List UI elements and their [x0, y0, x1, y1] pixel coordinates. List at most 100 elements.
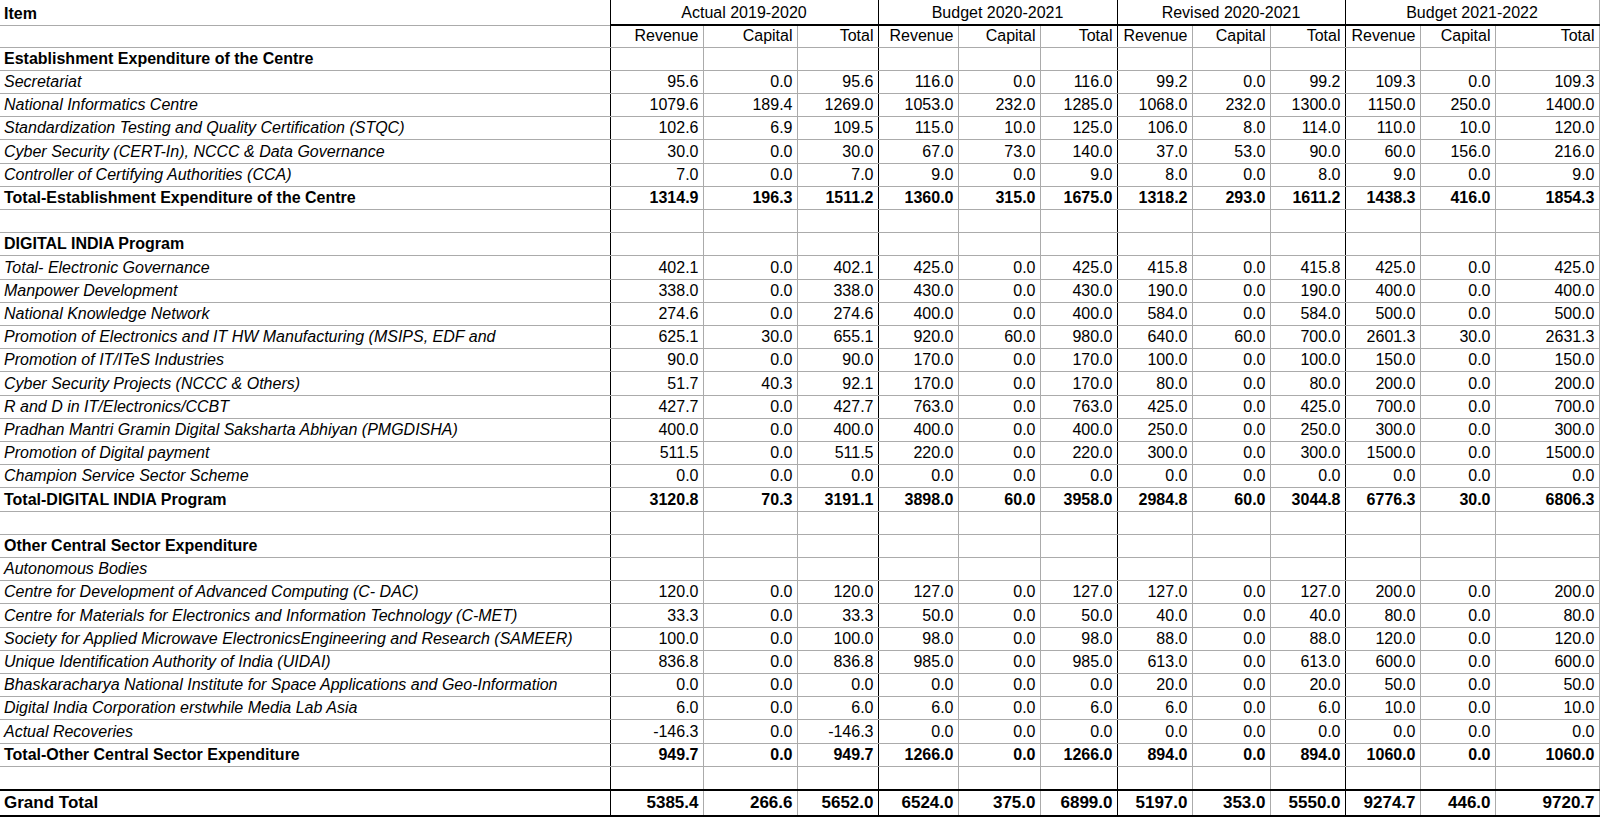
value-cell: 127.0	[1040, 581, 1117, 604]
value-cell: 0.0	[797, 673, 878, 696]
item-label: Controller of Certifying Authorities (CC…	[0, 163, 610, 186]
value-cell: 120.0	[1495, 117, 1599, 140]
item-label: Standardization Testing and Quality Cert…	[0, 117, 610, 140]
value-cell: 425.0	[1270, 395, 1345, 418]
value-cell: 6.0	[797, 697, 878, 720]
value-cell: 98.0	[1040, 627, 1117, 650]
table-row: Bhaskaracharya National Institute for Sp…	[0, 673, 1599, 696]
item-label: Other Central Sector Expenditure	[0, 534, 610, 557]
value-cell	[958, 47, 1040, 70]
value-cell	[878, 534, 958, 557]
value-cell: 0.0	[958, 302, 1040, 325]
value-cell: 0.0	[1192, 70, 1270, 93]
value-cell: 613.0	[1117, 650, 1192, 673]
value-cell: 106.0	[1117, 117, 1192, 140]
value-cell	[1270, 47, 1345, 70]
item-label: Champion Service Sector Scheme	[0, 465, 610, 488]
item-label: Establishment Expenditure of the Centre	[0, 47, 610, 70]
value-cell: 30.0	[797, 140, 878, 163]
table-row: Champion Service Sector Scheme0.00.00.00…	[0, 465, 1599, 488]
item-label	[0, 511, 610, 534]
value-cell: 0.0	[958, 441, 1040, 464]
value-cell: 584.0	[1270, 302, 1345, 325]
table-row: Controller of Certifying Authorities (CC…	[0, 163, 1599, 186]
value-cell: 0.0	[958, 163, 1040, 186]
value-cell: 425.0	[878, 256, 958, 279]
value-cell: 0.0	[1192, 627, 1270, 650]
value-cell: 200.0	[1495, 372, 1599, 395]
item-label: Promotion of IT/ITeS Industries	[0, 349, 610, 372]
value-cell	[1495, 511, 1599, 534]
value-cell	[610, 766, 703, 789]
value-cell: 0.0	[1420, 673, 1495, 696]
value-cell: 99.2	[1270, 70, 1345, 93]
value-cell: 3120.8	[610, 488, 703, 511]
value-cell: 170.0	[1040, 349, 1117, 372]
value-cell: 60.0	[958, 325, 1040, 348]
value-cell: 95.6	[610, 70, 703, 93]
value-cell: 140.0	[1040, 140, 1117, 163]
value-cell: 1150.0	[1345, 93, 1420, 116]
value-cell: 1438.3	[1345, 186, 1420, 209]
budget-table: Item Actual 2019-2020Budget 2020-2021Rev…	[0, 0, 1600, 817]
value-cell: 20.0	[1270, 673, 1345, 696]
value-cell: 0.0	[703, 673, 797, 696]
value-cell	[797, 233, 878, 256]
value-cell	[1117, 557, 1192, 580]
value-cell: 1611.2	[1270, 186, 1345, 209]
item-label: Total-DIGITAL INDIA Program	[0, 488, 610, 511]
value-cell: 920.0	[878, 325, 958, 348]
value-cell: 100.0	[1270, 349, 1345, 372]
value-cell: 0.0	[703, 418, 797, 441]
table-row: Centre for Materials for Electronics and…	[0, 604, 1599, 627]
value-cell: 0.0	[1192, 256, 1270, 279]
value-cell: 338.0	[797, 279, 878, 302]
value-cell: 0.0	[1117, 720, 1192, 743]
table-row: R and D in IT/Electronics/CCBT427.70.042…	[0, 395, 1599, 418]
value-cell: 0.0	[703, 140, 797, 163]
value-cell: 353.0	[1192, 790, 1270, 817]
table-row: Promotion of Electronics and IT HW Manuf…	[0, 325, 1599, 348]
value-cell: 1500.0	[1495, 441, 1599, 464]
value-cell	[958, 233, 1040, 256]
value-cell: 3191.1	[797, 488, 878, 511]
value-cell: 0.0	[1270, 465, 1345, 488]
value-cell: 511.5	[797, 441, 878, 464]
value-cell: 600.0	[1345, 650, 1420, 673]
value-cell: 300.0	[1345, 418, 1420, 441]
value-cell: 0.0	[703, 604, 797, 627]
value-cell: 500.0	[1345, 302, 1420, 325]
value-cell: 80.0	[1345, 604, 1420, 627]
value-cell: 640.0	[1117, 325, 1192, 348]
value-cell: 2631.3	[1495, 325, 1599, 348]
value-cell: 836.8	[797, 650, 878, 673]
value-cell: 120.0	[1495, 627, 1599, 650]
table-row: Secretariat95.60.095.6116.00.0116.099.20…	[0, 70, 1599, 93]
value-cell: 196.3	[703, 186, 797, 209]
value-cell: 0.0	[878, 720, 958, 743]
value-cell: 427.7	[797, 395, 878, 418]
item-label: Total- Electronic Governance	[0, 256, 610, 279]
sub-header-revenue: Revenue	[1117, 25, 1192, 47]
value-cell: 232.0	[958, 93, 1040, 116]
value-cell	[1420, 233, 1495, 256]
sub-header-total: Total	[1495, 25, 1599, 47]
table-body: Establishment Expenditure of the Centre S…	[0, 47, 1599, 816]
item-label: National Informatics Centre	[0, 93, 610, 116]
value-cell: 109.3	[1495, 70, 1599, 93]
value-cell: 10.0	[1495, 697, 1599, 720]
value-cell: 0.0	[1345, 720, 1420, 743]
value-cell: 0.0	[958, 349, 1040, 372]
value-cell: 100.0	[610, 627, 703, 650]
value-cell: 1300.0	[1270, 93, 1345, 116]
item-label: Autonomous Bodies	[0, 557, 610, 580]
value-cell: 127.0	[878, 581, 958, 604]
value-cell: 0.0	[1192, 372, 1270, 395]
value-cell: 0.0	[703, 441, 797, 464]
value-cell: 625.1	[610, 325, 703, 348]
value-cell: 500.0	[1495, 302, 1599, 325]
item-label: Grand Total	[0, 790, 610, 817]
value-cell: 0.0	[1420, 650, 1495, 673]
value-cell	[1270, 534, 1345, 557]
value-cell: 1079.6	[610, 93, 703, 116]
